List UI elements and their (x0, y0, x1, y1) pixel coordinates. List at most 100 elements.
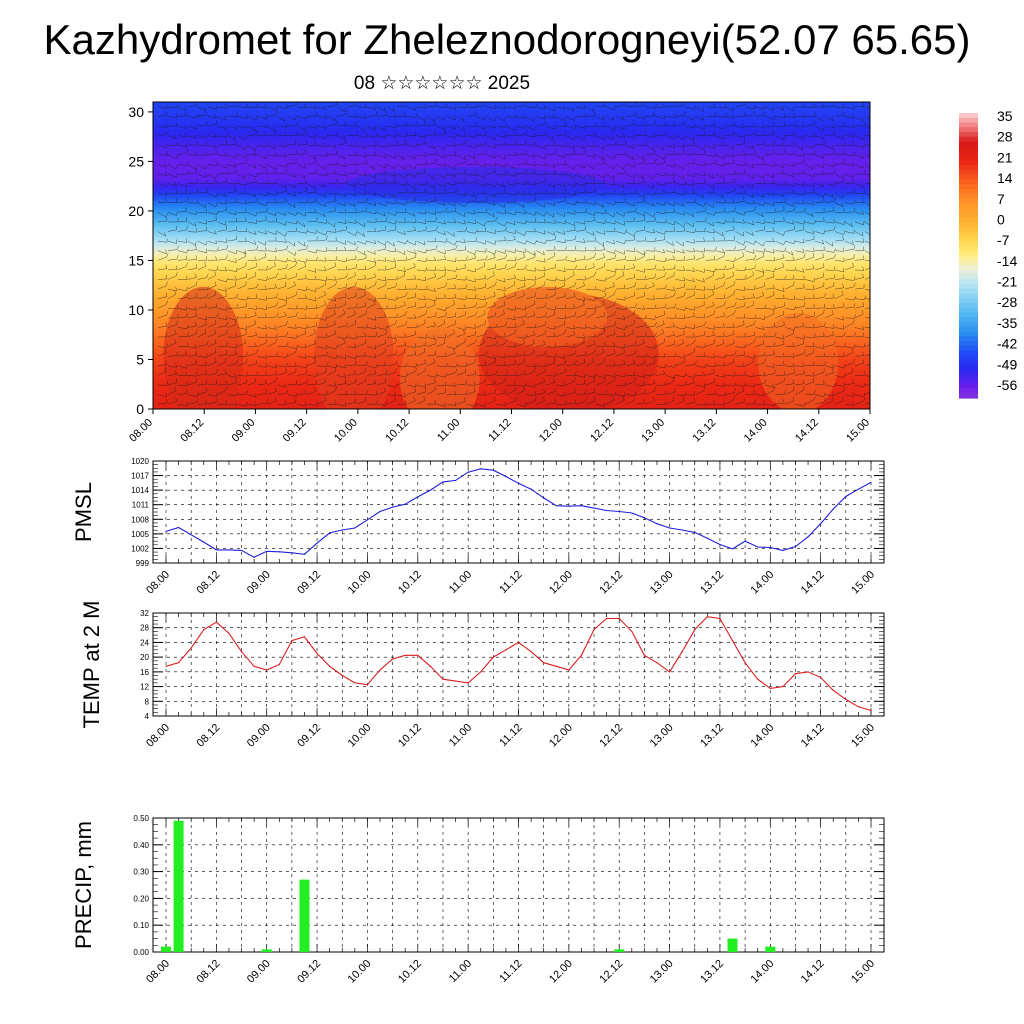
pmsl-point (215, 549, 217, 551)
colorbar-swatch (959, 170, 978, 176)
colorbar-swatch (959, 274, 978, 280)
colorbar-swatch (959, 293, 978, 299)
colorbar-swatch (959, 317, 978, 323)
colorbar-swatch (959, 236, 978, 242)
pmsl-point (480, 468, 482, 470)
y-tick-label: 1002 (131, 544, 149, 553)
pmsl-point (266, 550, 268, 552)
y-tick-label: 1014 (131, 486, 149, 495)
x-tick-label: 08.00 (144, 722, 172, 750)
x-tick-label: 14.00 (742, 417, 770, 445)
temp2m-point (643, 654, 645, 656)
temp2m-point (429, 665, 431, 667)
temp2m-point (618, 617, 620, 620)
pmsl-point (820, 523, 822, 525)
colorbar-swatch (959, 355, 978, 361)
colorbar-swatch (959, 336, 978, 342)
x-tick-label: 14.12 (799, 958, 827, 986)
temp2m-point (329, 665, 331, 667)
y-tick-label: 0.00 (133, 948, 149, 957)
colorbar-swatch (959, 364, 978, 371)
x-tick-label: 09.00 (245, 958, 273, 986)
colorbar-swatch (959, 241, 978, 247)
cross-section-plot: 0 5 10 15 20 25 30 08.00 08.12 09.00 09.12 10.00 10.… (127, 101, 872, 445)
colorbar-swatch (959, 284, 978, 290)
temp2m-point (505, 649, 507, 651)
colorbar-swatch (959, 231, 978, 238)
x-tick-label: 13.00 (648, 722, 676, 750)
temp2m-point (719, 617, 721, 620)
pmsl-point (631, 512, 633, 514)
colorbar-swatch (959, 117, 978, 124)
temp2m-point (656, 662, 658, 664)
x-tick-label: 08.12 (195, 569, 223, 597)
colorbar-swatch (959, 141, 978, 147)
x-tick-label: 12.12 (597, 958, 625, 986)
colorbar-swatch (959, 127, 978, 133)
pmsl-point (366, 519, 369, 521)
pmsl-point (782, 549, 784, 551)
precip-bar (765, 946, 776, 952)
y-tick-label: 30 (128, 104, 144, 120)
colorbar-swatch (959, 136, 978, 143)
temp2m-point (820, 676, 822, 678)
temp2m-point (731, 639, 734, 642)
precip-bar (727, 938, 738, 952)
pmsl-point (454, 479, 457, 482)
temp2m-point (165, 665, 167, 667)
pmsl-point (706, 537, 708, 539)
y-tick-label: 25 (128, 153, 144, 169)
y-tick-label: 10 (128, 302, 144, 318)
temp2m-panel: 32 28 24 20 16 12 8 408.00 08.12 09.00 09.12 10.00 1… (79, 601, 885, 750)
x-tick-label: 11.00 (447, 958, 474, 985)
pmsl-point (303, 553, 306, 555)
colorbar-swatch (959, 113, 978, 119)
temp2m-point (203, 628, 205, 631)
temp2m-point (177, 662, 180, 664)
colorbar-swatch (959, 198, 978, 204)
colorbar-swatch (959, 298, 978, 304)
colorbar-swatch (959, 246, 978, 252)
x-tick-label: 15.00 (849, 958, 877, 986)
temp2m-point (480, 671, 482, 673)
chart-title: Kazhydromet for Zheleznodorogneyi(52.07 … (43, 16, 971, 63)
colorbar-swatch (959, 146, 978, 152)
colorbar-swatch (959, 374, 978, 380)
temp2m-point (316, 652, 318, 655)
temp2m-point (744, 662, 746, 664)
pmsl-point (165, 530, 167, 533)
pmsl-point (757, 546, 759, 548)
x-tick-label: 08.00 (144, 958, 172, 986)
colorbar-label: 35 (997, 108, 1013, 124)
colorbar-swatch (959, 360, 978, 366)
colorbar-swatch (959, 203, 978, 209)
pmsl-point (177, 526, 180, 529)
x-tick-label: 10.12 (396, 722, 424, 750)
colorbar-swatch (959, 151, 978, 157)
pmsl-point (694, 531, 696, 534)
colorbar-swatch (959, 155, 978, 162)
colorbar-label: 7 (997, 191, 1005, 207)
colorbar-swatch (959, 379, 978, 385)
pmsl-point (190, 534, 192, 536)
x-tick-label: 10.00 (346, 958, 374, 986)
colorbar-label: 14 (997, 170, 1013, 186)
pmsl-point (442, 481, 444, 483)
pmsl-point (392, 506, 394, 508)
colorbar-swatch (959, 303, 978, 309)
pmsl-point (568, 505, 570, 507)
temp2m-point (706, 616, 708, 618)
temp2m-point (291, 639, 293, 642)
temp2m-point (404, 654, 406, 656)
temp2m-point (517, 641, 520, 644)
colorbar-swatch (959, 341, 978, 347)
y-axis-title: PMSL (71, 482, 96, 542)
y-tick-label: 1011 (132, 501, 150, 510)
colorbar-swatch (959, 132, 978, 138)
colorbar-swatch (959, 250, 978, 257)
colorbar-swatch (959, 179, 978, 185)
pmsl-point (278, 551, 280, 553)
